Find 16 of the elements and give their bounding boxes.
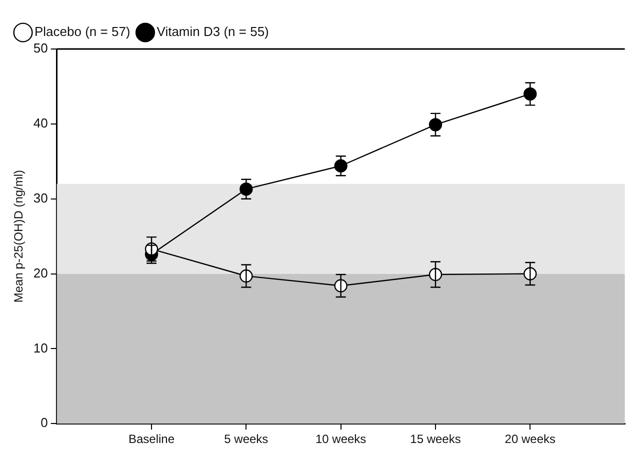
x-tick-label: 5 weeks <box>224 432 268 446</box>
y-tick-label: 0 <box>40 415 48 430</box>
y-axis-title: Mean p-25(OH)D (ng/ml) <box>12 170 26 303</box>
point <box>524 87 537 101</box>
y-tick-label: 50 <box>33 40 48 56</box>
x-tick-label: 15 weeks <box>410 432 461 446</box>
y-tick-label: 10 <box>33 340 48 356</box>
x-tick-label: Baseline <box>128 432 175 446</box>
x-tick-label: 20 weeks <box>504 432 556 446</box>
y-tick-label: 20 <box>33 265 48 280</box>
y-tick-label: 40 <box>33 116 48 130</box>
point <box>428 118 442 132</box>
x-tick-label: 10 weeks <box>315 432 366 446</box>
legend-label: Placebo (n = 57) <box>34 24 130 40</box>
y-tick-label: 30 <box>33 190 48 206</box>
legend-label: Vitamin D3 (n = 55) <box>156 24 269 40</box>
